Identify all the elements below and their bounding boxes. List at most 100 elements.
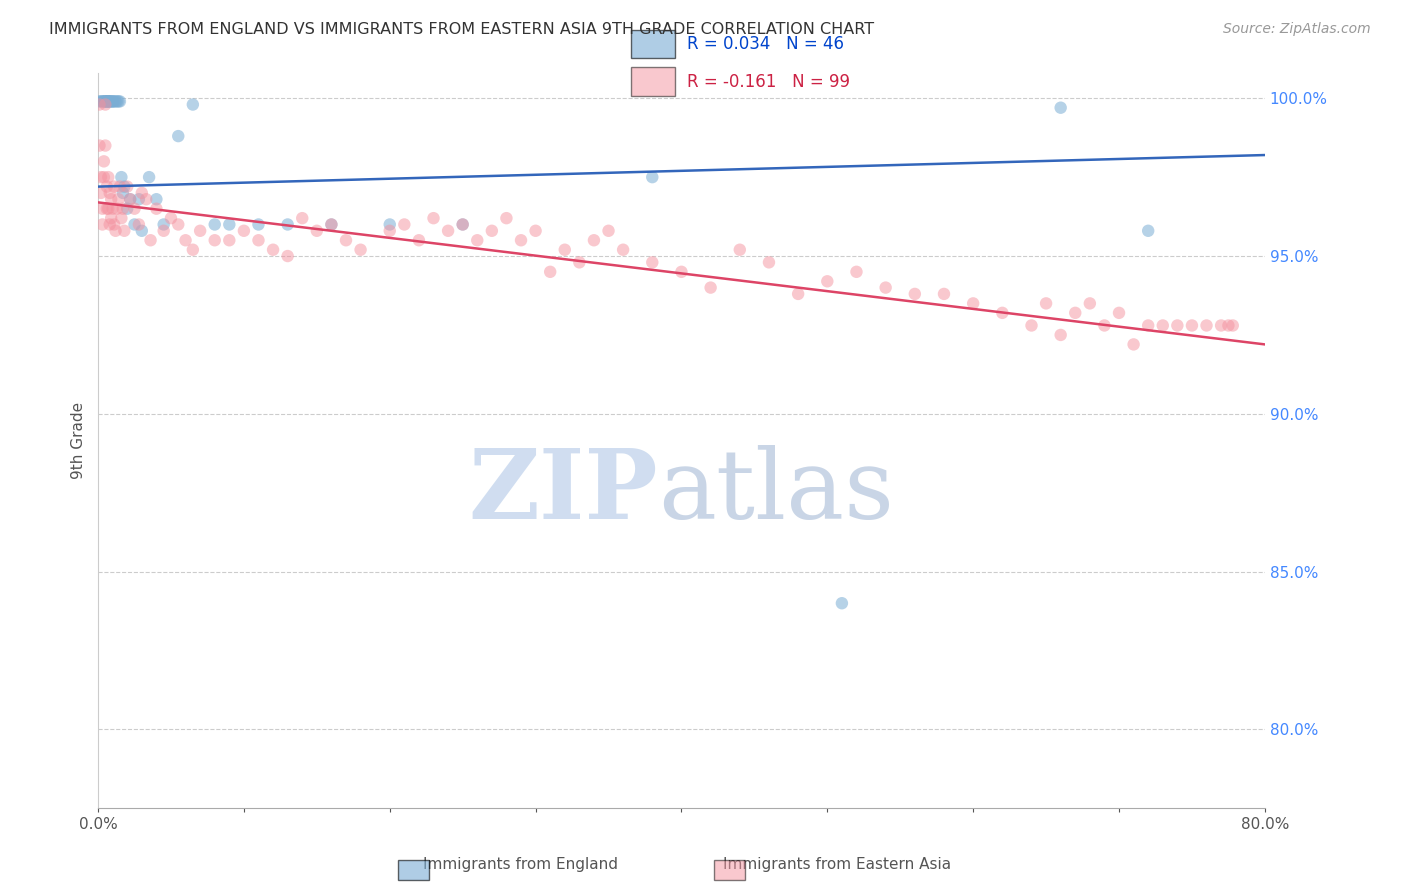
Point <box>408 233 430 247</box>
Point <box>167 218 190 232</box>
Point <box>96 95 118 109</box>
Point <box>181 97 204 112</box>
Point <box>524 224 547 238</box>
Point <box>1049 101 1071 115</box>
Point <box>728 243 751 257</box>
Point <box>568 255 591 269</box>
Point <box>100 211 122 226</box>
Point <box>1108 306 1130 320</box>
Point <box>538 265 561 279</box>
Point <box>90 186 112 200</box>
Point <box>94 95 117 109</box>
Point <box>641 255 664 269</box>
Point <box>437 224 460 238</box>
Point <box>422 211 444 226</box>
FancyBboxPatch shape <box>630 29 675 59</box>
Point <box>131 186 153 200</box>
Point <box>91 95 114 109</box>
Point <box>641 170 664 185</box>
Point <box>671 265 693 279</box>
Point <box>932 286 955 301</box>
Point <box>110 211 132 226</box>
Point <box>103 179 125 194</box>
Point <box>115 202 138 216</box>
Point <box>108 95 131 109</box>
Point <box>1064 306 1087 320</box>
Point <box>378 218 401 232</box>
Point <box>89 95 111 109</box>
Point <box>758 255 780 269</box>
Point <box>1152 318 1174 333</box>
Point <box>91 218 114 232</box>
Point <box>167 129 190 144</box>
Text: ZIP: ZIP <box>468 445 658 539</box>
Point <box>1195 318 1218 333</box>
Text: Immigrants from Eastern Asia: Immigrants from Eastern Asia <box>723 857 950 872</box>
Point <box>1094 318 1116 333</box>
Point <box>1218 318 1240 333</box>
Point <box>111 202 134 216</box>
Point <box>94 95 117 109</box>
Point <box>232 224 254 238</box>
Point <box>96 202 118 216</box>
Point <box>89 97 111 112</box>
Point <box>612 243 634 257</box>
Text: IMMIGRANTS FROM ENGLAND VS IMMIGRANTS FROM EASTERN ASIA 9TH GRADE CORRELATION CH: IMMIGRANTS FROM ENGLAND VS IMMIGRANTS FR… <box>49 22 875 37</box>
Point <box>131 224 153 238</box>
Point <box>1137 224 1160 238</box>
Point <box>105 202 128 216</box>
Point <box>335 233 357 247</box>
Point <box>124 202 146 216</box>
Point <box>962 296 984 310</box>
Point <box>120 192 142 206</box>
Point <box>90 170 112 185</box>
Point <box>1211 318 1233 333</box>
Point <box>111 186 134 200</box>
Point <box>112 179 135 194</box>
Point <box>277 249 299 263</box>
Point <box>510 233 533 247</box>
Point <box>103 95 125 109</box>
Text: atlas: atlas <box>658 445 894 539</box>
Point <box>90 95 112 109</box>
Point <box>98 95 121 109</box>
Point <box>174 233 197 247</box>
Point <box>145 202 167 216</box>
Point <box>97 95 120 109</box>
Point <box>349 243 371 257</box>
Point <box>1122 337 1144 351</box>
Point <box>394 218 416 232</box>
Point <box>1137 318 1160 333</box>
Point <box>875 280 897 294</box>
Point <box>152 218 174 232</box>
Point <box>598 224 620 238</box>
Point <box>97 95 120 109</box>
Point <box>105 95 128 109</box>
Point <box>103 218 125 232</box>
Point <box>787 286 810 301</box>
Point <box>120 192 142 206</box>
Point <box>96 95 118 109</box>
Point <box>495 211 517 226</box>
Point <box>291 211 314 226</box>
Point <box>145 192 167 206</box>
Point <box>188 224 211 238</box>
Point <box>97 170 120 185</box>
Point <box>1166 318 1188 333</box>
Point <box>110 170 132 185</box>
Point <box>1181 318 1204 333</box>
Text: Immigrants from England: Immigrants from England <box>423 857 617 872</box>
Point <box>465 233 488 247</box>
Point <box>218 218 240 232</box>
Point <box>247 233 270 247</box>
Point <box>93 95 115 109</box>
Point <box>128 192 150 206</box>
Point <box>378 224 401 238</box>
Point <box>831 596 853 610</box>
Point <box>218 233 240 247</box>
Point <box>991 306 1014 320</box>
Point <box>101 95 124 109</box>
Point <box>138 170 160 185</box>
Point <box>451 218 474 232</box>
Point <box>481 224 503 238</box>
